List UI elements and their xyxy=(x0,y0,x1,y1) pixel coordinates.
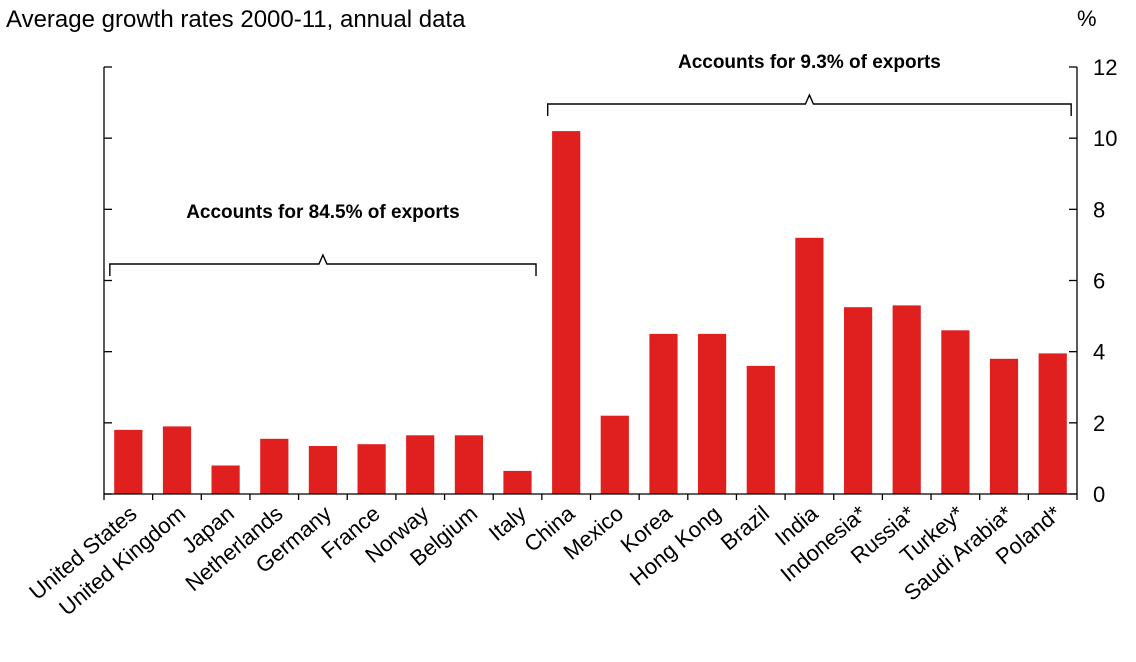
bar-10 xyxy=(600,415,629,494)
annotation-brace-1 xyxy=(546,93,1072,116)
bar-9 xyxy=(552,131,581,494)
bar-13 xyxy=(746,365,775,494)
bar-1 xyxy=(162,426,192,494)
bars-group xyxy=(114,131,1067,495)
y-tick-label-3: 6 xyxy=(1093,269,1105,294)
bar-3 xyxy=(260,438,289,494)
bar-8 xyxy=(503,470,532,494)
bar-6 xyxy=(406,435,435,494)
y-ticks-group: 0 2 4 6 8 10 12 xyxy=(103,55,1117,507)
y-tick-label-4: 8 xyxy=(1093,197,1105,222)
annotations-group: Accounts for 84.5% of exports Accounts fo… xyxy=(109,52,1072,276)
bar-14 xyxy=(795,237,824,495)
axes-group xyxy=(103,67,1078,495)
bar-15 xyxy=(844,307,873,494)
bar-16 xyxy=(892,305,921,494)
annotation-brace-0 xyxy=(109,253,537,276)
y-tick-label-2: 4 xyxy=(1093,340,1105,365)
bar-7 xyxy=(454,435,483,494)
bar-17 xyxy=(941,330,970,494)
y-tick-label-1: 2 xyxy=(1093,411,1105,436)
bar-18 xyxy=(989,358,1019,494)
y-tick-label-5: 10 xyxy=(1093,126,1117,151)
bar-5 xyxy=(357,444,386,494)
annotation-text-0: Accounts for 84.5% of exports xyxy=(186,202,459,223)
annotation-text-1: Accounts for 9.3% of exports xyxy=(678,52,941,73)
y-tick-label-6: 12 xyxy=(1093,55,1117,80)
y-tick-label-0: 0 xyxy=(1093,482,1105,507)
y-axis-unit-label: % xyxy=(1077,6,1097,31)
bar-11 xyxy=(649,333,678,494)
bar-19 xyxy=(1038,353,1067,494)
category-label-13: Brazil xyxy=(716,501,774,556)
bar-4 xyxy=(308,446,337,494)
chart-title: Average growth rates 2000-11, annual dat… xyxy=(6,6,466,33)
bar-0 xyxy=(114,429,143,494)
bar-2 xyxy=(211,465,240,494)
bar-12 xyxy=(698,333,727,494)
